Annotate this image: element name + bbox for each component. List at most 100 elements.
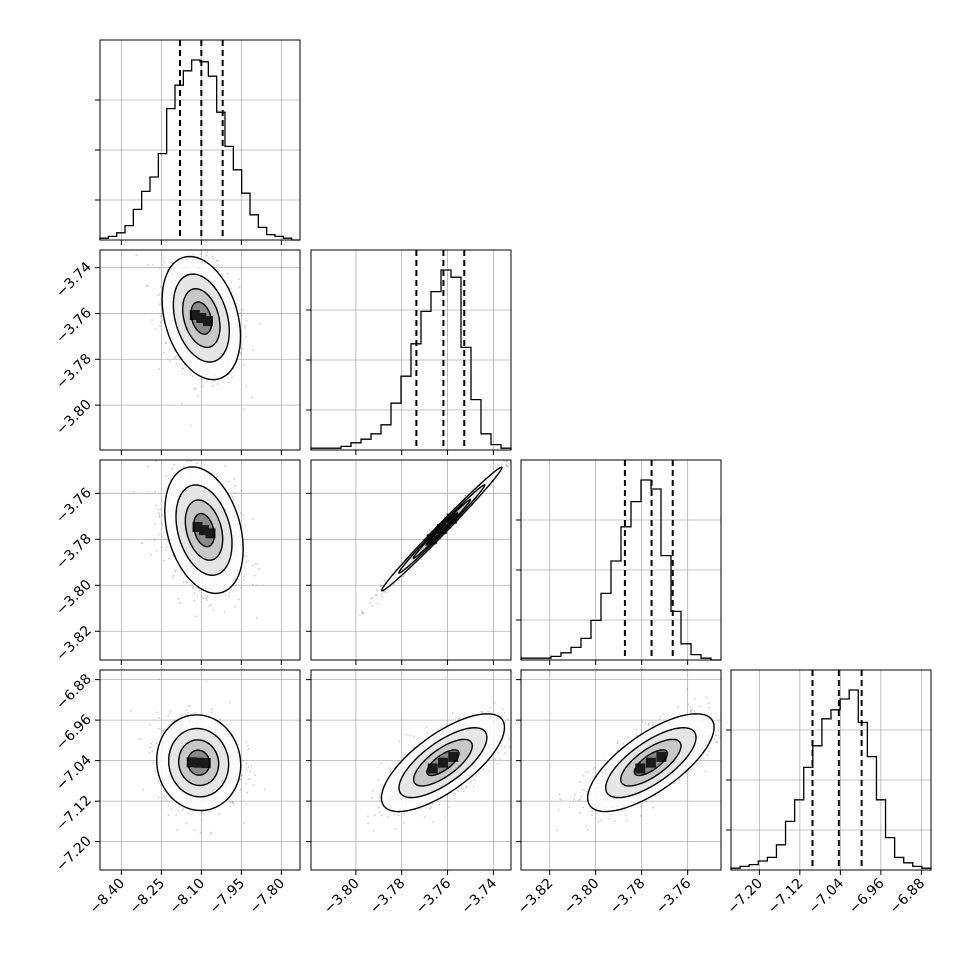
scatter-point — [158, 514, 161, 517]
scatter-point — [240, 512, 242, 515]
scatter-point — [223, 611, 226, 613]
scatter-point — [244, 327, 247, 329]
scatter-point — [621, 809, 623, 812]
scatter-point — [378, 794, 381, 796]
scatter-point — [155, 550, 158, 552]
contour-line — [172, 273, 231, 363]
scatter-point — [394, 828, 397, 830]
scatter-point — [242, 517, 245, 520]
contour-line — [167, 727, 230, 798]
scatter-point — [505, 463, 508, 466]
scatter-point — [199, 253, 202, 256]
scatter-point — [253, 574, 256, 577]
scatter-point — [245, 783, 248, 785]
panel-frame — [310, 669, 512, 871]
scatter-point — [155, 742, 158, 745]
panel-content — [367, 700, 515, 832]
scatter-point — [419, 807, 422, 810]
scatter-point — [240, 587, 243, 589]
scatter-point — [231, 801, 234, 803]
scatter-point — [374, 594, 377, 597]
scatter-point — [513, 700, 515, 702]
scatter-point — [393, 583, 395, 585]
contour-line — [412, 498, 472, 560]
scatter-point — [153, 522, 156, 525]
scatter-point — [149, 746, 152, 749]
scatter-point — [390, 572, 393, 575]
scatter-point — [373, 814, 376, 817]
scatter-point — [243, 363, 245, 366]
scatter-point — [559, 798, 562, 800]
scatter-point — [168, 557, 171, 560]
scatter-point — [464, 494, 466, 497]
scatter-point — [187, 712, 189, 714]
hist-panel-0 — [95, 39, 301, 245]
scatter-point — [157, 454, 159, 456]
scatter-point — [503, 712, 506, 714]
scatter-point — [189, 242, 191, 244]
scatter-point — [159, 321, 162, 324]
density-peak-cell — [446, 513, 457, 524]
scatter-point — [259, 322, 262, 325]
histogram-step — [730, 689, 932, 870]
scatter-point — [166, 799, 168, 801]
panel-content — [130, 678, 266, 836]
scatter-point — [211, 255, 214, 258]
scatter-point — [229, 701, 232, 704]
scatter-point — [165, 342, 167, 344]
scatter-point — [512, 716, 514, 718]
scatter-point — [224, 593, 227, 596]
scatter-point — [371, 596, 373, 599]
panel-frame — [310, 249, 512, 451]
scatter-point — [177, 457, 179, 459]
scatter-point — [508, 738, 510, 740]
scatter-point — [417, 737, 420, 740]
scatter-point — [159, 325, 161, 328]
scatter-point — [237, 504, 240, 506]
scatter-point — [361, 611, 364, 614]
scatter-point — [256, 562, 259, 565]
scatter-point — [169, 710, 172, 713]
scatter-point — [494, 758, 497, 760]
scatter-point — [201, 819, 203, 822]
scatter-point — [380, 595, 383, 598]
contour-line — [412, 738, 474, 787]
scatter-point — [389, 770, 392, 772]
scatter-point — [691, 708, 693, 711]
scatter-point — [394, 568, 397, 571]
scatter-point — [378, 811, 381, 814]
scatter-panel-1-2 — [306, 459, 512, 665]
scatter-point — [222, 381, 225, 383]
contour-line — [380, 713, 506, 813]
scatter-point — [230, 287, 233, 290]
scatter-point — [193, 387, 196, 390]
scatter-point — [151, 263, 154, 266]
scatter-point — [705, 696, 708, 699]
scatter-point — [229, 805, 232, 808]
scatter-point — [157, 294, 160, 297]
scatter-point — [757, 697, 759, 699]
scatter-point — [504, 752, 506, 754]
scatter-point — [204, 594, 207, 596]
scatter-point — [217, 259, 220, 262]
scatter-panel-0-2 — [95, 454, 301, 665]
scatter-point — [158, 678, 161, 681]
scatter-point — [162, 729, 165, 732]
scatter-point — [501, 715, 504, 718]
scatter-point — [228, 595, 231, 597]
scatter-point — [165, 546, 168, 548]
scatter-point — [453, 797, 456, 800]
scatter-point — [189, 705, 191, 707]
scatter-point — [243, 578, 245, 581]
scatter-point — [460, 787, 463, 790]
scatter-point — [586, 829, 589, 831]
scatter-point — [198, 590, 201, 592]
scatter-point — [158, 368, 160, 371]
scatter-point — [249, 770, 252, 773]
panel-frame — [99, 249, 301, 451]
panel-content — [135, 242, 262, 427]
scatter-point — [191, 584, 194, 586]
scatter-point — [245, 555, 248, 558]
scatter-point — [481, 711, 484, 713]
scatter-point — [170, 808, 173, 811]
